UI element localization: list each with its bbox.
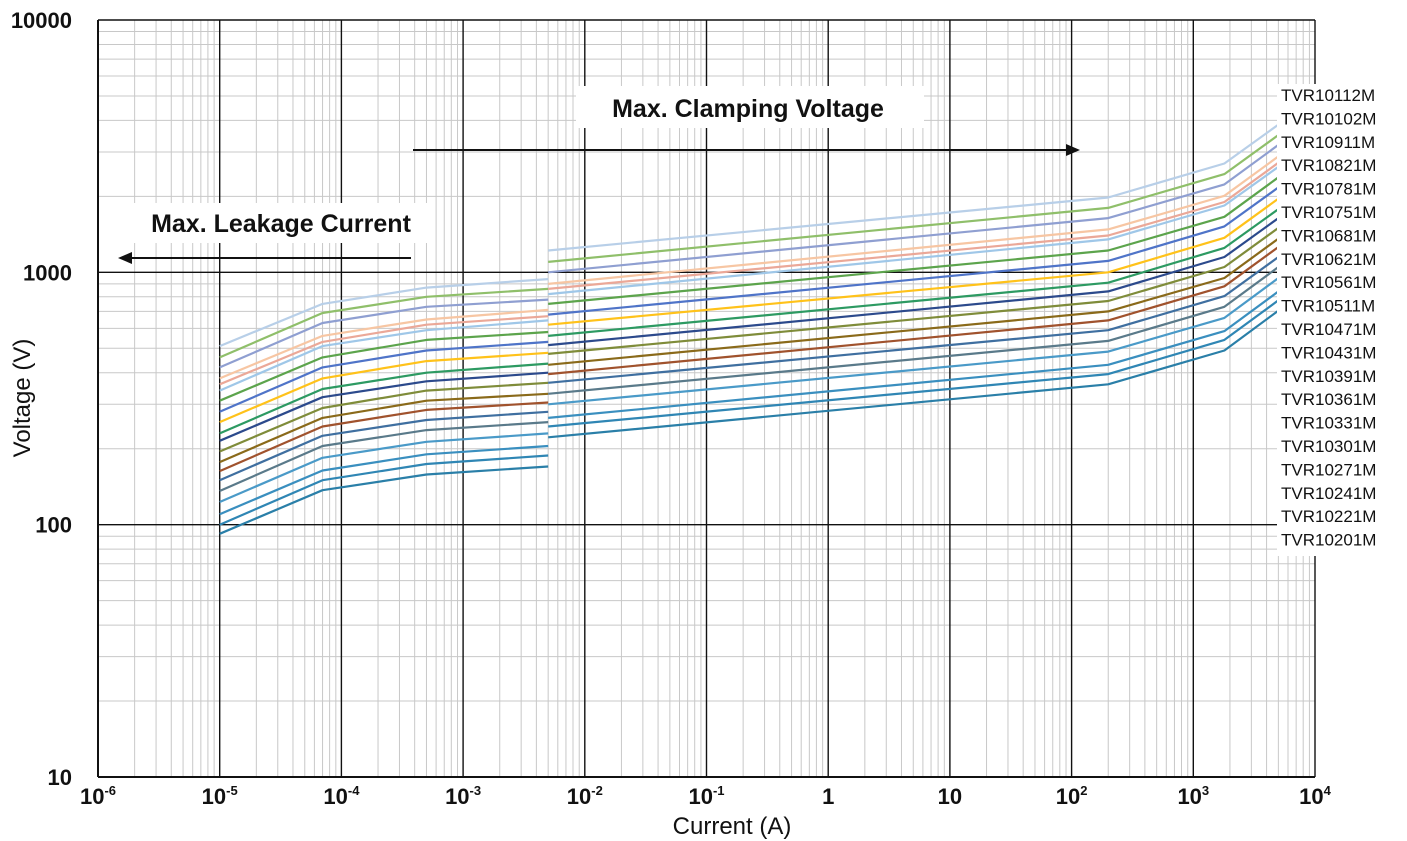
axes [97, 20, 1315, 778]
major-gridlines [97, 19, 1316, 778]
leakage-curve-TVR10781M [219, 315, 549, 386]
annotations: Max. Clamping Voltage Max. Leakage Curren… [118, 86, 1080, 264]
clamp-curve-TVR10241M [548, 290, 1280, 419]
legend-entry: TVR10301M [1281, 437, 1376, 456]
legend-entry: TVR10102M [1281, 109, 1376, 128]
x-tick-label: 1 [822, 784, 834, 809]
x-tick-label: 10-5 [202, 783, 238, 809]
leakage-arrow-head [118, 252, 132, 264]
legend-entry: TVR10781M [1281, 180, 1376, 199]
y-axis-label: Voltage (V) [9, 339, 36, 458]
clamp-curve-TVR10301M [548, 266, 1280, 395]
clamp-curve-TVR10561M [548, 197, 1280, 326]
clamp-curve-TVR10751M [548, 165, 1280, 296]
leakage-curve-TVR10331M [219, 410, 549, 482]
leakage-curve-TVR10241M [219, 444, 549, 516]
x-tick-label: 104 [1299, 783, 1331, 809]
legend-entry: TVR10391M [1281, 367, 1376, 386]
clamp-curve-TVR10221M [548, 299, 1280, 428]
clamp-curve-TVR10681M [548, 176, 1280, 305]
clamp-curve-TVR10781M [548, 161, 1280, 290]
leakage-curve-TVR10102M [219, 287, 549, 359]
clamp-curve-TVR10511M [548, 208, 1280, 337]
leakage-curve-TVR10361M [219, 401, 549, 473]
leakage-curve-TVR10271M [219, 432, 549, 504]
x-axis-label: Current (A) [673, 813, 792, 840]
x-tick-label: 10-6 [80, 783, 116, 809]
annotation-bg [576, 86, 924, 128]
legend-entry: TVR10561M [1281, 273, 1376, 292]
clamp-curve-TVR10391M [548, 237, 1280, 366]
clamping-arrow-head [1066, 144, 1080, 156]
leakage-curve-TVR10561M [219, 351, 549, 424]
legend-background [1277, 84, 1397, 556]
legend-entry: TVR10112M [1281, 86, 1375, 105]
legend-entry: TVR10471M [1281, 320, 1376, 339]
legend-entry: TVR10681M [1281, 226, 1376, 245]
leakage-curve-TVR10821M [219, 308, 549, 380]
legend-entry: TVR10271M [1281, 460, 1376, 479]
x-tick-label: 10 [938, 784, 962, 809]
legend-entry: TVR10221M [1281, 507, 1376, 526]
legend: TVR10112M TVR10102M TVR10911M TVR10821M TVR1… [1277, 84, 1397, 556]
leakage-curve-TVR10511M [219, 362, 549, 435]
legend-entry: TVR10511M [1281, 297, 1375, 316]
legend-entry: TVR10751M [1281, 203, 1376, 222]
annotation-bg [134, 203, 428, 243]
clamp-curve-TVR10621M [548, 186, 1280, 316]
legend-entry: TVR10331M [1281, 414, 1376, 433]
x-tick-label: 103 [1177, 783, 1209, 809]
y-tick-label: 100 [35, 513, 72, 538]
y-tick-labels: 10 100 1000 10000 [11, 8, 72, 790]
leakage-curve-TVR10301M [219, 421, 549, 493]
leakage-curve-TVR10621M [219, 340, 549, 413]
x-tick-label: 10-1 [688, 783, 724, 809]
leakage-curve-TVR10391M [219, 392, 549, 464]
legend-entry: TVR10431M [1281, 343, 1376, 362]
clamp-curve-TVR10331M [548, 256, 1280, 384]
legend-entry: TVR10911M [1281, 133, 1375, 152]
y-tick-label: 10 [48, 765, 72, 790]
leakage-curve-TVR10112M [219, 278, 549, 348]
y-tick-label: 1000 [23, 260, 72, 285]
leakage-curve-TVR10751M [219, 319, 549, 392]
x-tick-labels: 10-6 10-5 10-4 10-3 10-2 10-1 1 10 102 103 104 [80, 783, 1332, 809]
legend-entry: TVR10621M [1281, 250, 1376, 269]
x-tick-label: 102 [1056, 783, 1088, 809]
x-tick-label: 10-3 [445, 783, 481, 809]
clamp-curve-TVR10112M [548, 123, 1280, 252]
leakage-curve-TVR10201M [219, 465, 549, 535]
clamping-annotation: Max. Clamping Voltage [612, 95, 884, 123]
y-tick-label: 10000 [11, 8, 72, 33]
clamp-curve-TVR10911M [548, 144, 1280, 274]
leakage-curve-TVR10221M [219, 454, 549, 526]
clamp-curve-TVR10431M [548, 227, 1280, 355]
clamp-curve-TVR10471M [548, 217, 1280, 347]
leakage-curve-TVR10471M [219, 371, 549, 442]
clamp-curve-TVR10271M [548, 277, 1280, 406]
x-tick-label: 10-2 [567, 783, 603, 809]
leakage-curve-TVR10911M [219, 298, 549, 369]
x-tick-label: 10-4 [323, 783, 360, 809]
legend-entry: TVR10201M [1281, 531, 1376, 550]
series-curves [219, 123, 1280, 535]
clamp-curve-TVR10201M [548, 309, 1280, 439]
leakage-annotation: Max. Leakage Current [151, 210, 411, 238]
leakage-curve-TVR10681M [219, 330, 549, 402]
legend-entry: TVR10821M [1281, 156, 1376, 175]
clamp-curve-TVR10361M [548, 246, 1280, 376]
legend-entry: TVR10361M [1281, 390, 1376, 409]
clamp-curve-TVR10821M [548, 155, 1280, 285]
clamp-curve-TVR10102M [548, 134, 1280, 263]
legend-entry: TVR10241M [1281, 484, 1376, 503]
leakage-curve-TVR10431M [219, 381, 549, 453]
